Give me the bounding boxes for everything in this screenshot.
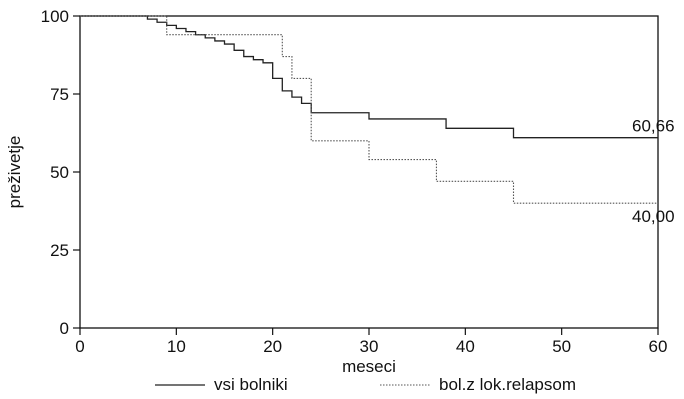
x-tick-label: 50 <box>552 337 571 356</box>
x-tick-label: 0 <box>75 337 84 356</box>
x-axis-title: meseci <box>342 357 396 376</box>
x-tick-label: 10 <box>167 337 186 356</box>
legend-label-1: vsi bolniki <box>214 375 288 394</box>
legend-label-2: bol.z lok.relapsom <box>439 375 576 394</box>
series-end-label-1: 60,66 <box>632 117 675 136</box>
legend: vsi bolniki bol.z lok.relapsom <box>155 375 576 394</box>
plot-frame <box>79 15 659 329</box>
x-tick-label: 20 <box>263 337 282 356</box>
series-layer <box>80 15 658 204</box>
y-axis-title: preživetje <box>5 136 24 209</box>
end-labels: 60,66 40,00 <box>632 117 675 227</box>
x-axis: 0 10 20 30 40 50 60 <box>75 328 667 356</box>
y-tick-label: 100 <box>41 7 69 26</box>
series-line-1 <box>80 15 658 139</box>
series-line-2 <box>80 15 658 204</box>
x-tick-label: 30 <box>360 337 379 356</box>
series-end-label-2: 40,00 <box>632 207 675 226</box>
y-tick-label: 25 <box>50 241 69 260</box>
y-axis: 0 25 50 75 100 <box>41 7 80 338</box>
x-tick-label: 60 <box>649 337 668 356</box>
y-tick-label: 0 <box>60 319 69 338</box>
y-tick-label: 50 <box>50 163 69 182</box>
x-tick-label: 40 <box>456 337 475 356</box>
y-tick-label: 75 <box>50 85 69 104</box>
